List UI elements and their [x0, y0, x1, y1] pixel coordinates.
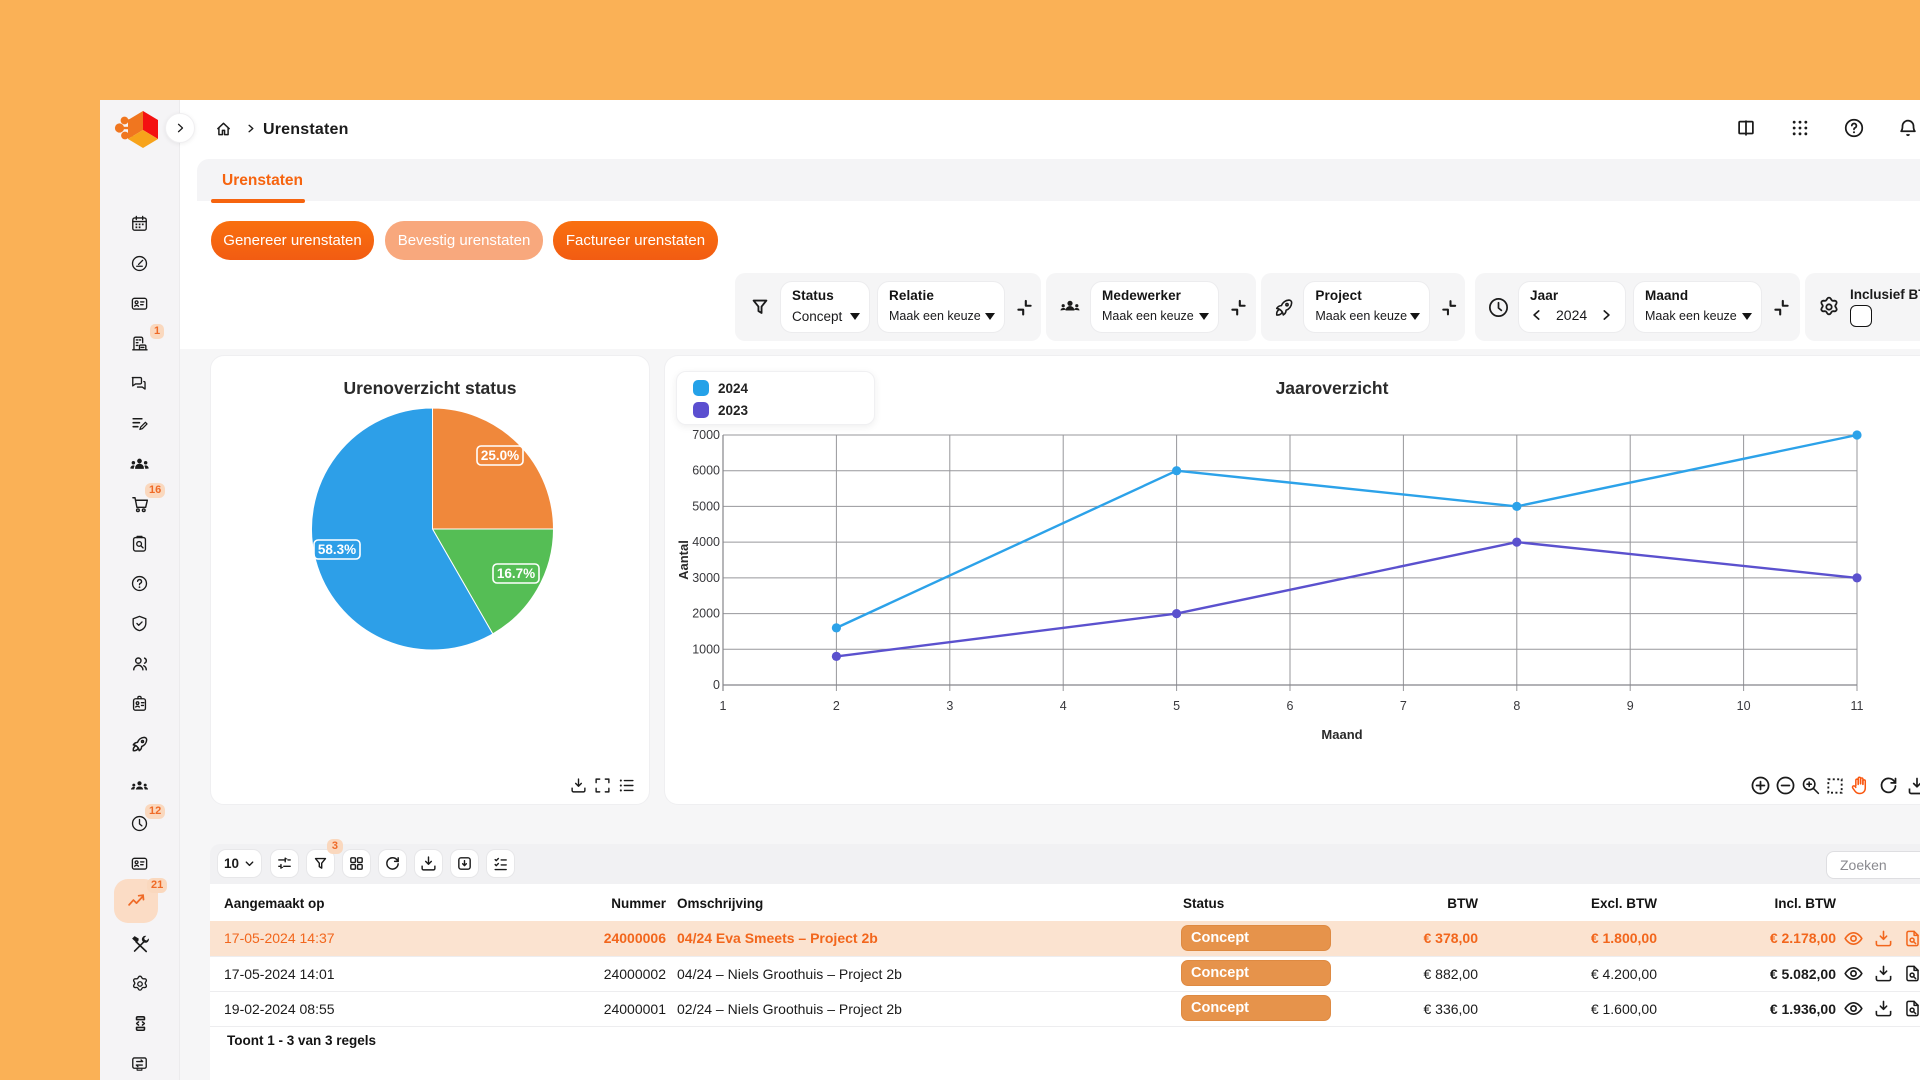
svg-text:Maand: Maand	[1321, 727, 1362, 742]
svg-text:4000: 4000	[692, 535, 720, 549]
svg-text:1000: 1000	[692, 642, 720, 656]
svg-text:2000: 2000	[692, 607, 720, 621]
svg-text:11: 11	[1851, 699, 1864, 713]
svg-text:4: 4	[1060, 699, 1067, 713]
svg-text:Aantal: Aantal	[676, 540, 691, 580]
svg-text:8: 8	[1513, 699, 1520, 713]
svg-text:5000: 5000	[692, 499, 720, 513]
svg-text:16.7%: 16.7%	[497, 566, 535, 581]
svg-text:7000: 7000	[692, 428, 720, 442]
svg-text:2: 2	[833, 699, 840, 713]
svg-text:3: 3	[946, 699, 953, 713]
svg-text:7: 7	[1400, 699, 1407, 713]
svg-text:3000: 3000	[692, 571, 720, 585]
svg-text:58.3%: 58.3%	[318, 542, 356, 557]
svg-text:9: 9	[1627, 699, 1634, 713]
svg-text:6: 6	[1287, 699, 1294, 713]
svg-text:5: 5	[1173, 699, 1180, 713]
svg-text:6000: 6000	[692, 464, 720, 478]
svg-text:25.0%: 25.0%	[481, 448, 519, 463]
svg-text:10: 10	[1737, 699, 1751, 713]
svg-text:1: 1	[720, 699, 727, 713]
svg-text:0: 0	[713, 678, 720, 692]
